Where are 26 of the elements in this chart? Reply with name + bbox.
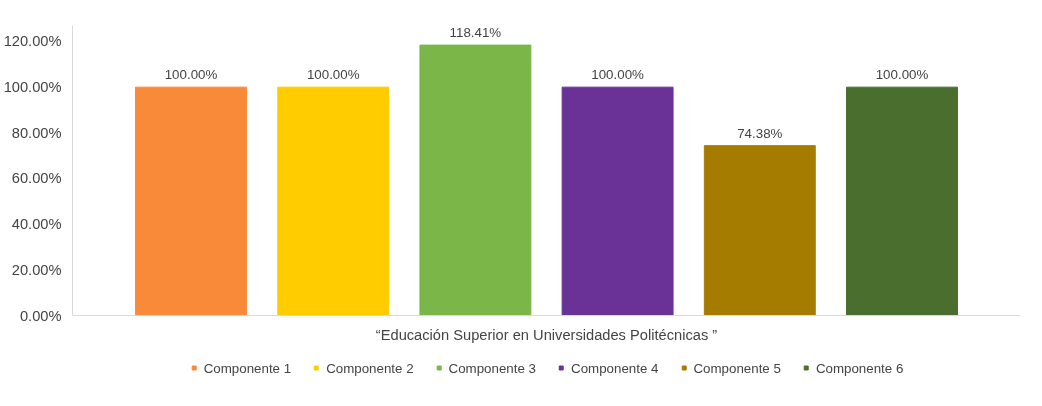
legend-label: Componente 6 (815, 360, 904, 375)
bar (419, 44, 532, 316)
bar (703, 145, 816, 316)
legend-label: Componente 1 (203, 360, 292, 375)
bar (561, 86, 674, 316)
y-tick-label: 100.00% (3, 79, 62, 96)
legend-label: Componente 3 (448, 360, 536, 375)
bar (277, 86, 390, 316)
y-tick-label: 80.00% (11, 124, 62, 141)
y-tick-label: 0.00% (19, 307, 62, 324)
legend-label: Componente 5 (693, 360, 781, 375)
legend-label: Componente 2 (326, 360, 414, 375)
y-tick-label: 120.00% (3, 33, 62, 50)
legend-label: Componente 4 (571, 360, 659, 375)
data-label: 100.00% (591, 67, 645, 83)
x-tick-label: “Educación Superior en Universidades Politécnicas ” (375, 326, 718, 343)
data-label: 118.41% (449, 25, 502, 41)
data-label: 100.00% (306, 67, 360, 83)
data-label: 100.00% (875, 67, 929, 83)
y-tick-label: 20.00% (11, 261, 62, 278)
bar (846, 86, 958, 316)
y-tick-label: 40.00% (11, 216, 62, 233)
bar (135, 86, 247, 316)
data-label: 74.38% (737, 125, 783, 141)
data-label: 100.00% (164, 67, 218, 83)
y-tick-label: 60.00% (11, 170, 62, 187)
